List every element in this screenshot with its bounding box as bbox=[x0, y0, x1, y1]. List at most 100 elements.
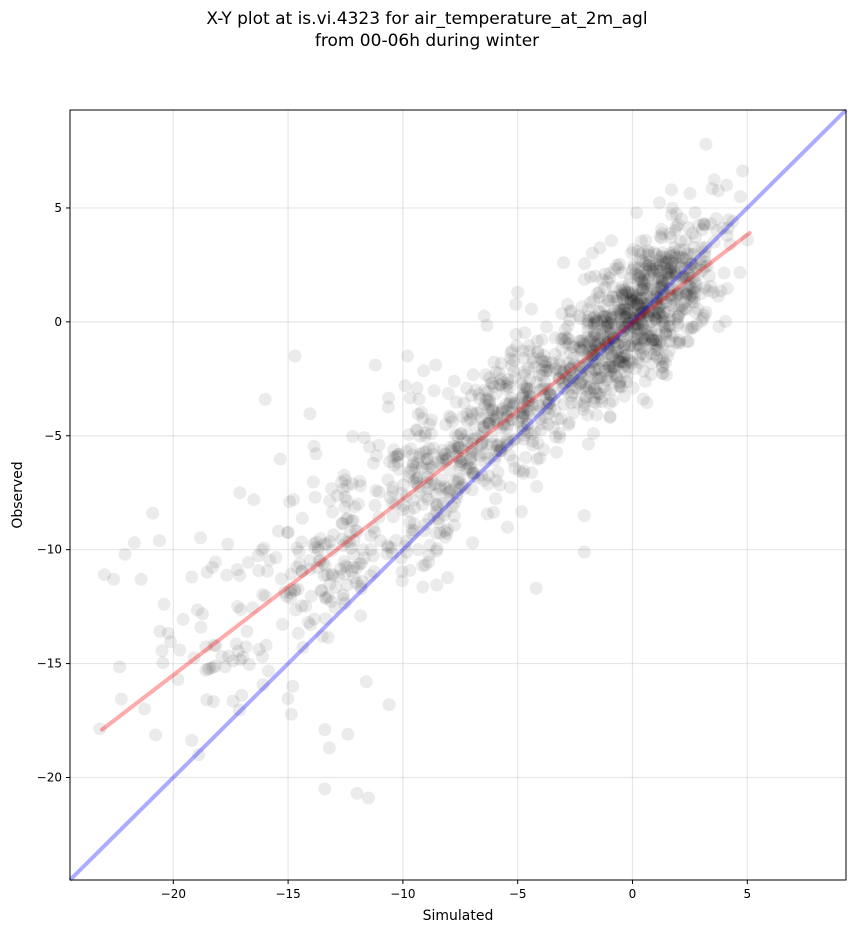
scatter-point bbox=[557, 397, 571, 411]
scatter-point bbox=[687, 247, 701, 261]
scatter-point bbox=[608, 335, 622, 349]
scatter-point bbox=[423, 460, 437, 473]
scatter-point bbox=[633, 247, 647, 261]
scatter-point bbox=[521, 417, 535, 431]
scatter-point bbox=[460, 456, 474, 470]
scatter-point bbox=[161, 626, 175, 640]
scatter-point bbox=[567, 406, 580, 420]
scatter-point bbox=[605, 360, 619, 374]
scatter-point bbox=[400, 444, 413, 458]
scatter-point bbox=[504, 352, 518, 366]
scatter-point bbox=[515, 421, 528, 435]
scatter-point bbox=[650, 290, 664, 303]
scatter-point bbox=[641, 322, 655, 336]
scatter-point bbox=[618, 283, 632, 297]
scatter-point bbox=[422, 442, 436, 455]
scatter-point bbox=[563, 346, 577, 360]
scatter-point bbox=[604, 370, 618, 383]
scatter-point bbox=[618, 286, 632, 300]
scatter-point bbox=[554, 332, 568, 346]
scatter-point bbox=[416, 446, 430, 459]
scatter-point bbox=[655, 273, 669, 287]
scatter-point bbox=[578, 390, 592, 404]
scatter-point bbox=[541, 418, 555, 432]
scatter-point bbox=[412, 470, 426, 484]
scatter-point bbox=[334, 562, 348, 576]
scatter-point bbox=[604, 234, 618, 248]
scatter-point bbox=[407, 474, 421, 488]
scatter-point bbox=[149, 728, 163, 742]
scatter-point bbox=[173, 643, 187, 657]
scatter-point bbox=[652, 253, 666, 267]
scatter-point bbox=[489, 473, 503, 487]
scatter-point bbox=[615, 280, 629, 294]
scatter-point bbox=[429, 526, 443, 540]
scatter-point bbox=[464, 389, 478, 402]
scatter-point bbox=[674, 235, 688, 248]
scatter-point bbox=[656, 351, 670, 365]
scatter-point bbox=[661, 262, 675, 276]
scatter-point bbox=[641, 305, 654, 319]
scatter-point bbox=[669, 289, 682, 303]
scatter-point bbox=[637, 364, 651, 378]
scatter-point bbox=[644, 334, 658, 348]
scatter-point bbox=[529, 581, 543, 595]
scatter-point bbox=[496, 401, 510, 415]
scatter-point bbox=[608, 359, 622, 373]
scatter-point bbox=[617, 303, 631, 317]
scatter-point bbox=[567, 340, 581, 353]
scatter-point bbox=[477, 425, 491, 439]
scatter-point bbox=[439, 418, 453, 432]
scatter-point bbox=[587, 293, 601, 307]
scatter-point bbox=[687, 241, 701, 254]
scatter-point bbox=[430, 499, 444, 513]
scatter-point bbox=[678, 301, 692, 315]
scatter-point bbox=[693, 252, 707, 266]
scatter-point bbox=[599, 383, 613, 397]
scatter-point bbox=[566, 386, 580, 400]
scatter-point bbox=[392, 448, 406, 461]
scatter-point bbox=[187, 651, 201, 665]
scatter-point bbox=[530, 480, 544, 493]
scatter-point bbox=[307, 537, 321, 551]
scatter-point bbox=[589, 385, 603, 399]
scatter-point bbox=[668, 260, 682, 274]
scatter-point bbox=[659, 325, 673, 338]
scatter-point bbox=[618, 295, 632, 309]
scatter-point bbox=[576, 343, 590, 357]
scatter-point bbox=[562, 416, 576, 430]
scatter-point bbox=[418, 429, 432, 443]
scatter-point bbox=[699, 305, 713, 319]
scatter-point bbox=[676, 269, 690, 283]
scatter-point bbox=[689, 279, 703, 293]
scatter-point bbox=[665, 329, 679, 343]
scatter-point bbox=[567, 373, 581, 387]
scatter-point bbox=[534, 352, 548, 366]
scatter-point bbox=[433, 480, 447, 494]
scatter-point bbox=[618, 282, 631, 296]
scatter-point bbox=[347, 560, 361, 574]
scatter-point bbox=[588, 363, 602, 377]
scatter-point bbox=[609, 310, 623, 324]
scatter-point bbox=[537, 388, 551, 402]
scatter-point bbox=[653, 301, 667, 314]
scatter-point bbox=[422, 555, 436, 569]
scatter-point bbox=[580, 330, 594, 344]
scatter-point bbox=[372, 485, 386, 499]
scatter-point bbox=[659, 327, 673, 341]
scatter-point bbox=[573, 369, 587, 382]
scatter-point bbox=[431, 512, 445, 526]
scatter-point bbox=[502, 380, 516, 394]
scatter-point bbox=[633, 299, 647, 313]
scatter-point bbox=[608, 368, 622, 382]
chart-title: X-Y plot at is.vi.4323 for air_temperatu… bbox=[0, 8, 854, 52]
scatter-point bbox=[628, 304, 642, 318]
scatter-point bbox=[549, 361, 562, 375]
scatter-point bbox=[531, 346, 545, 360]
scatter-point bbox=[530, 452, 544, 466]
scatter-point bbox=[649, 311, 663, 325]
scatter-point bbox=[634, 291, 648, 305]
scatter-point bbox=[612, 301, 626, 315]
scatter-point bbox=[290, 560, 304, 574]
scatter-point bbox=[687, 321, 701, 334]
